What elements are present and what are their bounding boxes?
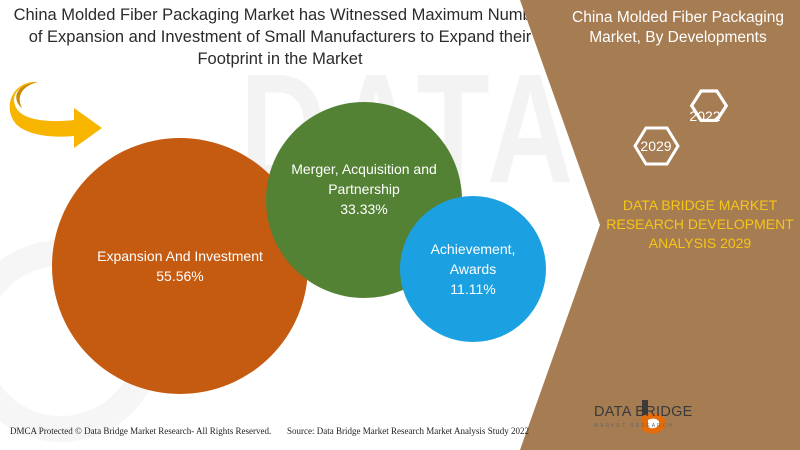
curved-arrow-icon — [9, 81, 103, 148]
bubble-achievement-awards: Achievement, Awards 11.11% — [400, 196, 546, 342]
page-title: China Molded Fiber Packaging Market has … — [13, 6, 547, 68]
bubble-label: Merger, Acquisition and Partnership — [291, 161, 437, 197]
bubble-expansion-investment: Expansion And Investment 55.56% — [52, 138, 308, 394]
bubble-label: Achievement, Awards — [430, 241, 516, 277]
logo-name: DATA BRIDGE — [594, 404, 693, 420]
bubble-value: 33.33% — [340, 201, 388, 217]
side-panel-title: China Molded Fiber Packaging Market, By … — [572, 9, 784, 46]
bubble-value: 55.56% — [156, 268, 204, 284]
bubble-label: Expansion And Investment — [97, 248, 263, 264]
copyright-text: DMCA Protected © Data Bridge Market Rese… — [10, 426, 272, 436]
hex-year-label: 2022 — [689, 108, 721, 124]
side-panel-background — [520, 0, 800, 450]
logo-tagline: MARKET RESEARCH — [594, 423, 674, 429]
source-text: Source: Data Bridge Market Research Mark… — [287, 426, 529, 436]
hexagon-2022-icon — [689, 89, 729, 122]
bubble-value: 11.11% — [450, 281, 496, 297]
side-panel — [520, 0, 800, 450]
hexagon-2029-icon — [633, 126, 680, 166]
brand-logo-icon — [642, 400, 666, 434]
analysis-label: DATA BRIDGE MARKET RESEARCH DEVELOPMENT … — [606, 197, 794, 251]
hex-year-label: 2029 — [640, 138, 672, 154]
